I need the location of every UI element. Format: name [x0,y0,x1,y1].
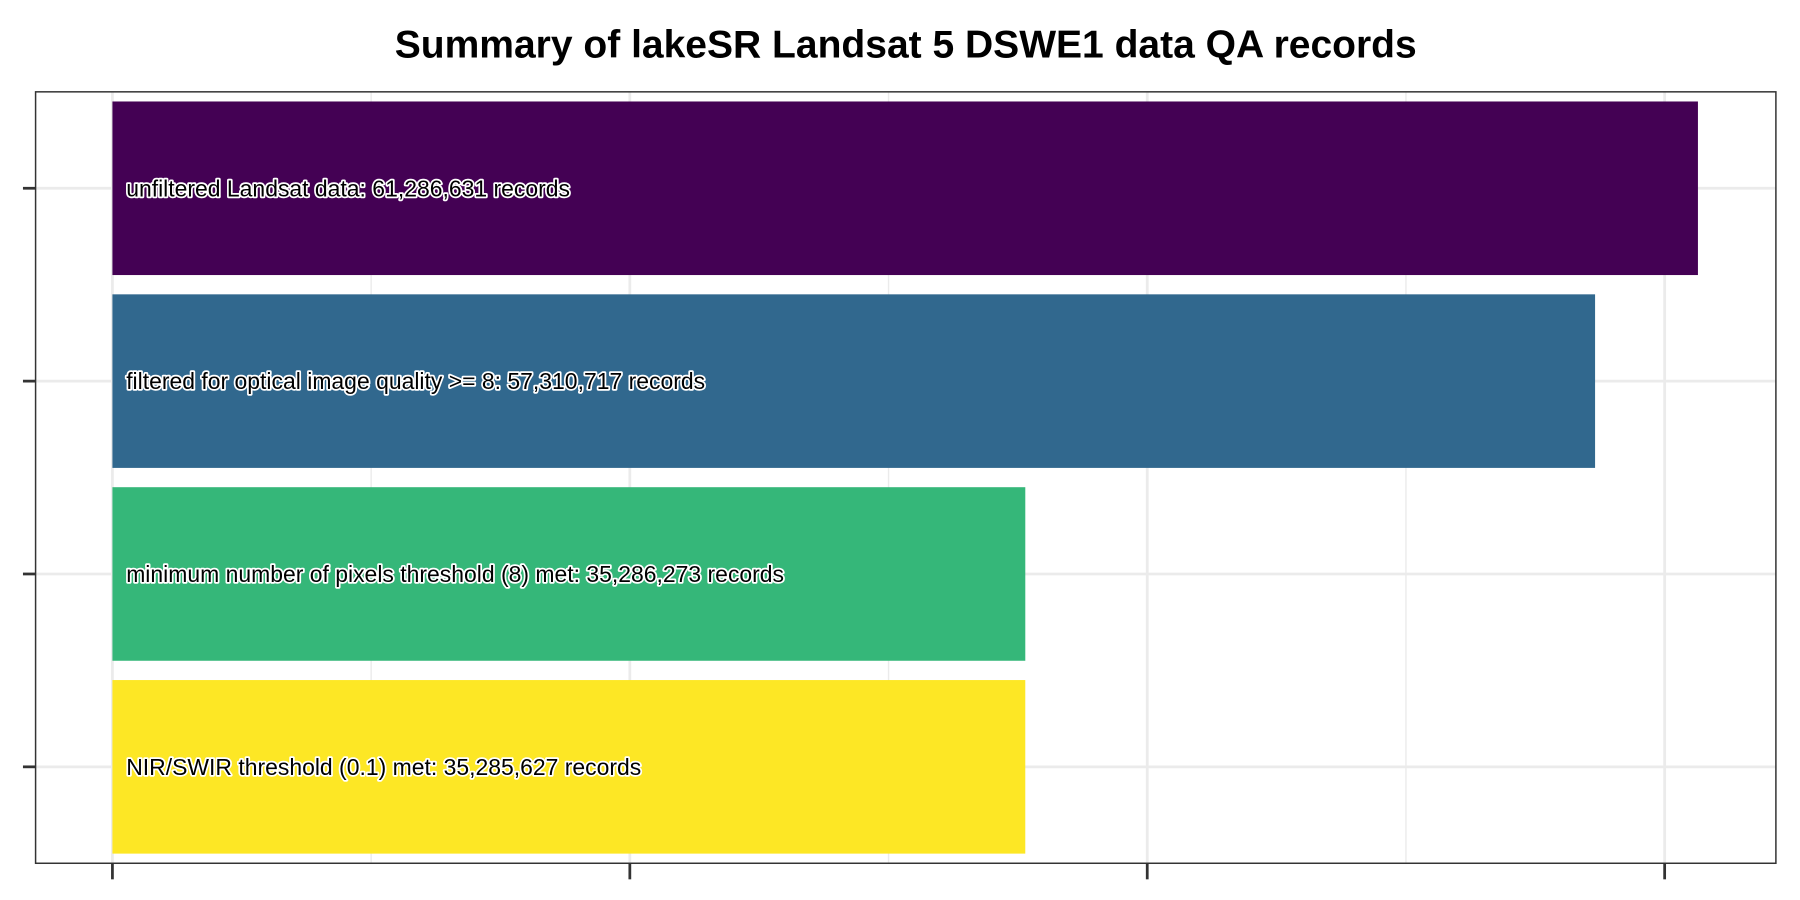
bar [112,487,1026,661]
bar-label: unfiltered Landsat data: 61,286,631 reco… [126,175,570,201]
chart-title: Summary of lakeSR Landsat 5 DSWE1 data Q… [395,23,1417,66]
bar-labels: unfiltered Landsat data: 61,286,631 reco… [124,174,785,782]
bar-label: NIR/SWIR threshold (0.1) met: 35,285,627… [126,754,641,780]
bars [112,101,1698,854]
bar [112,680,1026,854]
bar-label: minimum number of pixels threshold (8) m… [126,561,784,587]
panel-border [34,91,1777,865]
bar-label: filtered for optical image quality >= 8:… [126,368,705,394]
bar [112,101,1698,276]
bar [112,294,1596,468]
axis-ticks [22,186,1667,880]
